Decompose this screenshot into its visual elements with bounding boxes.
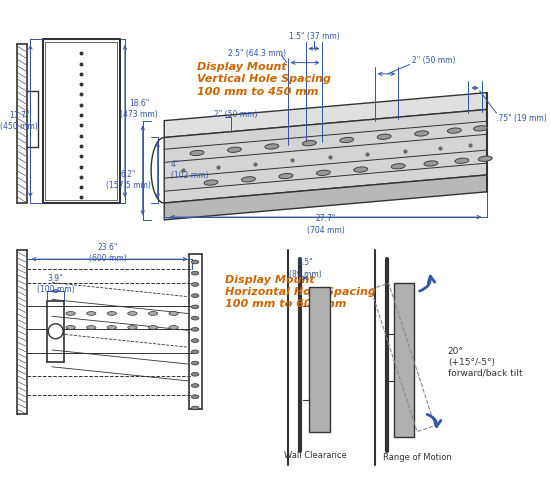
Ellipse shape <box>191 294 199 297</box>
Text: Range of Motion: Range of Motion <box>382 453 451 462</box>
Ellipse shape <box>478 156 492 162</box>
Ellipse shape <box>107 326 116 329</box>
Ellipse shape <box>191 271 199 275</box>
Ellipse shape <box>87 312 96 315</box>
Text: 27.7"
(704 mm): 27.7" (704 mm) <box>307 214 345 235</box>
Text: 1.5" (37 mm): 1.5" (37 mm) <box>289 32 339 41</box>
Ellipse shape <box>66 312 75 315</box>
Text: 17.7"
(450 mm): 17.7" (450 mm) <box>1 111 38 131</box>
Ellipse shape <box>191 316 199 320</box>
Ellipse shape <box>191 395 199 399</box>
Text: 4"
(102 mm): 4" (102 mm) <box>171 160 208 180</box>
Ellipse shape <box>128 326 137 329</box>
Text: 18.6"
(473 mm): 18.6" (473 mm) <box>120 99 158 120</box>
Ellipse shape <box>148 312 158 315</box>
Text: 3.9"
(100 mm): 3.9" (100 mm) <box>37 274 74 294</box>
Ellipse shape <box>265 144 279 149</box>
Polygon shape <box>164 109 487 203</box>
Text: 20°
(+15°/-5°)
forward/back tilt: 20° (+15°/-5°) forward/back tilt <box>448 346 522 378</box>
Text: .75" (19 mm): .75" (19 mm) <box>496 114 547 124</box>
Ellipse shape <box>204 180 218 185</box>
Text: 6.2"
(157.5 mm): 6.2" (157.5 mm) <box>106 169 151 190</box>
Text: 23.6"
(600 mm): 23.6" (600 mm) <box>89 243 127 263</box>
Ellipse shape <box>228 147 241 152</box>
Ellipse shape <box>148 326 158 329</box>
Ellipse shape <box>473 125 488 131</box>
Ellipse shape <box>107 312 116 315</box>
Text: 2" (50 mm): 2" (50 mm) <box>412 56 456 65</box>
Ellipse shape <box>377 134 391 139</box>
Ellipse shape <box>191 384 199 387</box>
Ellipse shape <box>340 137 354 143</box>
Ellipse shape <box>414 131 429 136</box>
Ellipse shape <box>191 361 199 365</box>
Ellipse shape <box>190 150 204 156</box>
Ellipse shape <box>191 350 199 354</box>
Ellipse shape <box>424 161 438 166</box>
Circle shape <box>48 324 63 339</box>
Ellipse shape <box>455 158 469 164</box>
Ellipse shape <box>354 167 368 172</box>
Ellipse shape <box>191 339 199 342</box>
Text: 3.5"
(89 mm): 3.5" (89 mm) <box>289 258 322 279</box>
Ellipse shape <box>169 326 179 329</box>
Ellipse shape <box>191 406 199 410</box>
Ellipse shape <box>191 305 199 309</box>
Polygon shape <box>164 175 487 220</box>
Polygon shape <box>395 283 414 437</box>
Ellipse shape <box>128 312 137 315</box>
Ellipse shape <box>279 173 293 179</box>
Ellipse shape <box>191 372 199 376</box>
Text: 2" (50 mm): 2" (50 mm) <box>214 110 257 119</box>
Ellipse shape <box>241 177 256 182</box>
Ellipse shape <box>191 328 199 331</box>
Text: Display Mount
Vertical Hole Spacing
100 mm to 450 mm: Display Mount Vertical Hole Spacing 100 … <box>197 62 331 97</box>
Ellipse shape <box>87 326 96 329</box>
Ellipse shape <box>66 326 75 329</box>
Text: Display Mount
Horizontal Hole Spacing
100 mm to 600 mm: Display Mount Horizontal Hole Spacing 10… <box>225 275 376 309</box>
Ellipse shape <box>169 312 179 315</box>
Polygon shape <box>164 92 487 137</box>
Polygon shape <box>309 287 330 432</box>
Ellipse shape <box>302 141 316 146</box>
Ellipse shape <box>316 170 331 175</box>
Text: 2.5" (64.3 mm): 2.5" (64.3 mm) <box>228 49 286 58</box>
Text: Wall Clearance: Wall Clearance <box>284 451 346 460</box>
Ellipse shape <box>191 260 199 264</box>
Ellipse shape <box>391 164 405 169</box>
Ellipse shape <box>191 283 199 287</box>
Ellipse shape <box>447 128 461 133</box>
